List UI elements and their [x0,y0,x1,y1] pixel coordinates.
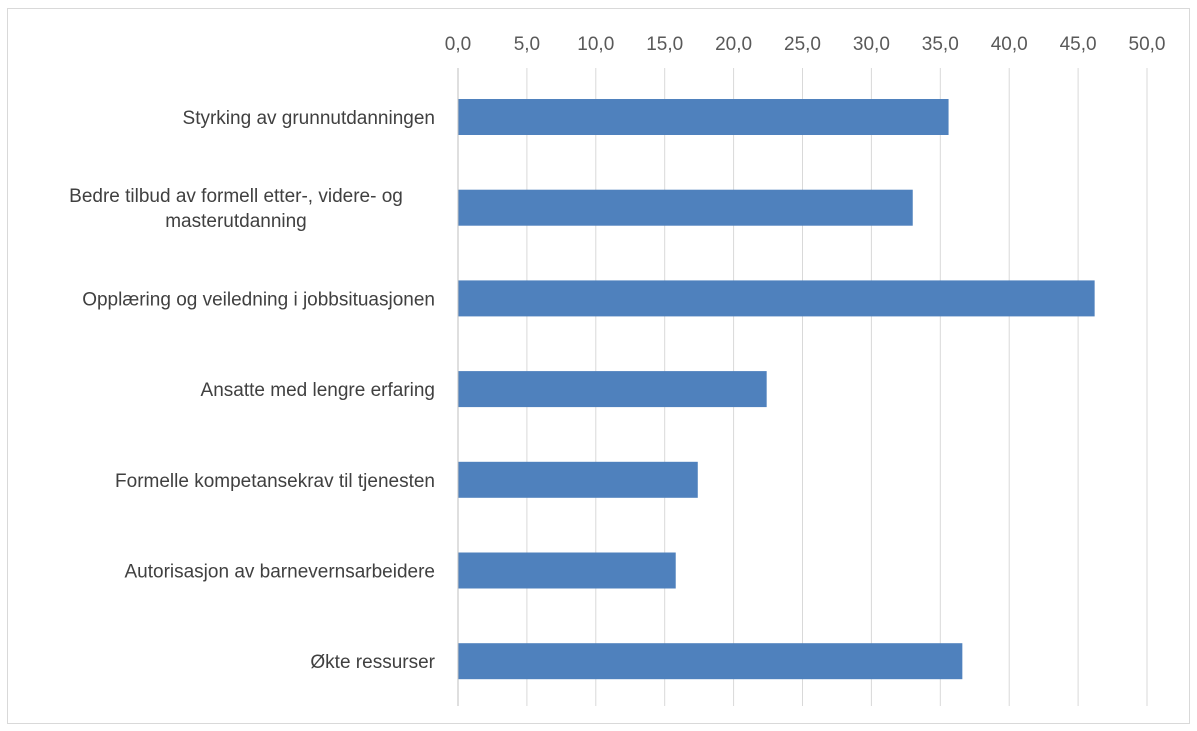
bar [458,189,913,226]
x-tick-label: 50,0 [1129,34,1166,55]
x-tick-label: 10,0 [577,34,614,55]
x-tick-label: 5,0 [514,34,540,55]
category-label: Formelle kompetansekrav til tjenesten [115,471,435,492]
x-tick-label: 0,0 [445,34,471,55]
x-tick-label: 30,0 [853,34,890,55]
category-label: Autorisasjon av barnevernsarbeidere [124,562,435,583]
x-tick-label: 40,0 [991,34,1028,55]
x-tick-label: 15,0 [646,34,683,55]
category-label: Økte ressurser [310,652,435,673]
category-label: Ansatte med lengre erfaring [201,380,435,401]
category-label: Styrking av grunnutdanningen [183,108,435,129]
x-tick-label: 25,0 [784,34,821,55]
bar [458,643,963,680]
bar [458,552,676,589]
category-label: masterutdanning [165,211,307,232]
bar [458,99,949,135]
bar [458,371,767,408]
x-tick-label: 45,0 [1060,34,1097,55]
category-label: Opplæring og veiledning i jobbsituasjone… [82,289,435,310]
x-tick-label: 35,0 [922,34,959,55]
bar [458,280,1095,317]
bar [458,461,698,498]
x-tick-label: 20,0 [715,34,752,55]
category-label: Bedre tilbud av formell etter-, videre- … [69,186,403,207]
